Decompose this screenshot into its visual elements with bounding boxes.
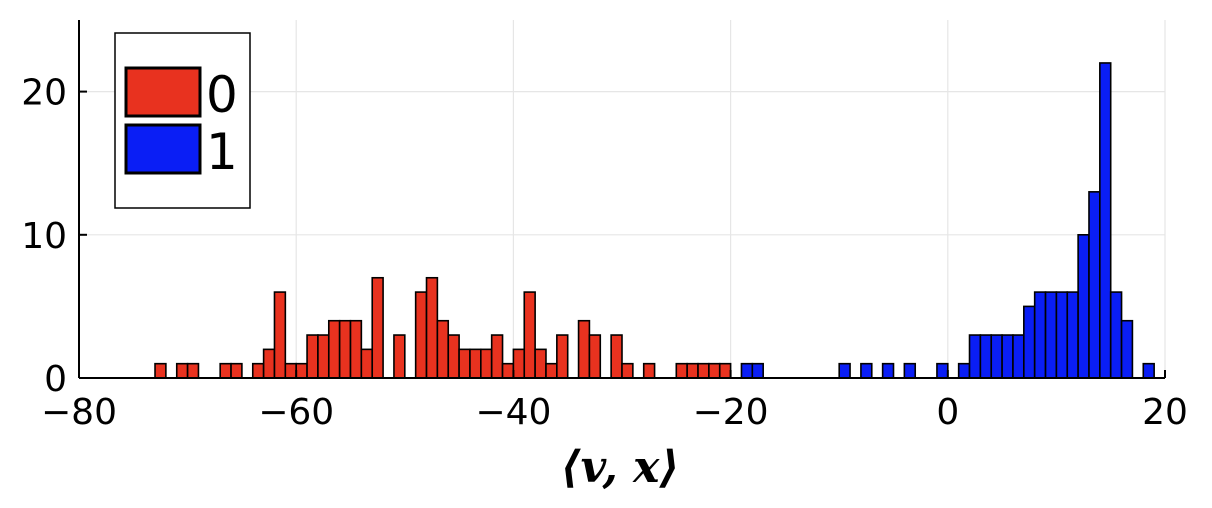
axes: [78, 20, 1166, 379]
bar-series-1: [860, 362, 873, 379]
bar-series-0: [490, 334, 504, 379]
bar-series-0: [273, 291, 287, 379]
bar-series-0: [556, 334, 569, 379]
legend: 01: [114, 32, 251, 209]
bar-series-1: [740, 362, 754, 379]
bar-series-0: [230, 362, 243, 379]
bar-series-0: [393, 334, 406, 379]
bar-series-1: [838, 362, 851, 379]
tick-labels: −80 −60 −40 −20 0 20 0 10 20: [21, 73, 1188, 433]
legend-swatch-1: [124, 123, 202, 175]
y-tick-label: 20: [21, 73, 67, 114]
bar-series-0: [534, 348, 547, 379]
bar-series-0: [458, 348, 471, 379]
bar-series-1: [936, 362, 949, 379]
x-axis-label: ⟨v, x⟩: [560, 442, 679, 493]
bar-series-1: [1012, 334, 1025, 379]
bar-series-0: [295, 362, 308, 379]
bar-series-1: [1055, 291, 1069, 379]
bar-series-0: [642, 362, 656, 379]
bar-series-0: [327, 319, 341, 379]
bar-series-0: [360, 348, 374, 379]
bar-series-0: [523, 291, 536, 379]
bar-series-0: [414, 291, 428, 379]
bar-series-1: [957, 362, 971, 379]
bar-series-0: [219, 362, 232, 379]
bar-series-1: [968, 334, 982, 379]
bar-series-1: [1044, 291, 1058, 379]
legend-swatch-0: [124, 66, 202, 118]
bar-series-0: [251, 362, 265, 379]
bar-series-1: [1033, 291, 1047, 379]
x-tick-label: −20: [693, 392, 769, 433]
bar-series-0: [588, 334, 602, 379]
histogram-bars: [154, 62, 1155, 379]
bar-series-0: [306, 334, 319, 379]
bar-series-0: [480, 348, 493, 379]
x-tick-label: 0: [936, 392, 959, 433]
bar-series-0: [621, 362, 634, 379]
bar-series-0: [686, 362, 699, 379]
bar-series-1: [903, 362, 917, 379]
bar-series-0: [186, 362, 200, 379]
bar-series-1: [1142, 362, 1155, 379]
x-tick-label: −80: [41, 392, 117, 433]
bar-series-0: [436, 319, 450, 379]
bar-series-0: [718, 362, 732, 379]
bar-series-0: [349, 319, 363, 379]
bar-series-0: [317, 334, 330, 379]
bar-series-0: [175, 362, 189, 379]
legend-label-1: 1: [206, 123, 238, 181]
bar-series-1: [1088, 191, 1101, 379]
bar-series-0: [708, 362, 721, 379]
bar-series-1: [1066, 291, 1079, 379]
bar-series-0: [447, 334, 460, 379]
bar-series-0: [469, 348, 482, 379]
bar-series-0: [371, 276, 384, 379]
x-tick-label: 20: [1142, 392, 1188, 433]
bar-series-1: [979, 334, 993, 379]
bar-series-0: [577, 319, 591, 379]
legend-label-0: 0: [206, 66, 238, 124]
bar-series-0: [545, 362, 558, 379]
y-tick-label: 10: [21, 216, 67, 257]
bar-series-0: [262, 348, 276, 379]
bar-series-1: [1023, 305, 1036, 379]
bar-series-0: [501, 362, 515, 379]
bar-series-1: [751, 362, 764, 379]
bar-series-0: [284, 362, 297, 379]
bar-series-1: [1077, 234, 1090, 379]
bar-series-0: [675, 362, 688, 379]
x-tick-label: −60: [258, 392, 334, 433]
bar-series-1: [1120, 319, 1134, 379]
bar-series-0: [610, 334, 623, 379]
bar-series-0: [338, 319, 352, 379]
bar-series-1: [990, 334, 1003, 379]
x-tick-label: −40: [475, 392, 551, 433]
legend-box: [114, 32, 251, 209]
bar-series-0: [697, 362, 710, 379]
bar-series-1: [881, 362, 895, 379]
bar-series-0: [154, 362, 167, 379]
bar-series-0: [512, 348, 526, 379]
bar-series-0: [425, 276, 439, 379]
bar-series-1: [1109, 291, 1123, 379]
bar-series-1: [1099, 62, 1112, 379]
y-tick-label: 0: [44, 359, 67, 400]
bar-series-1: [1001, 334, 1014, 379]
